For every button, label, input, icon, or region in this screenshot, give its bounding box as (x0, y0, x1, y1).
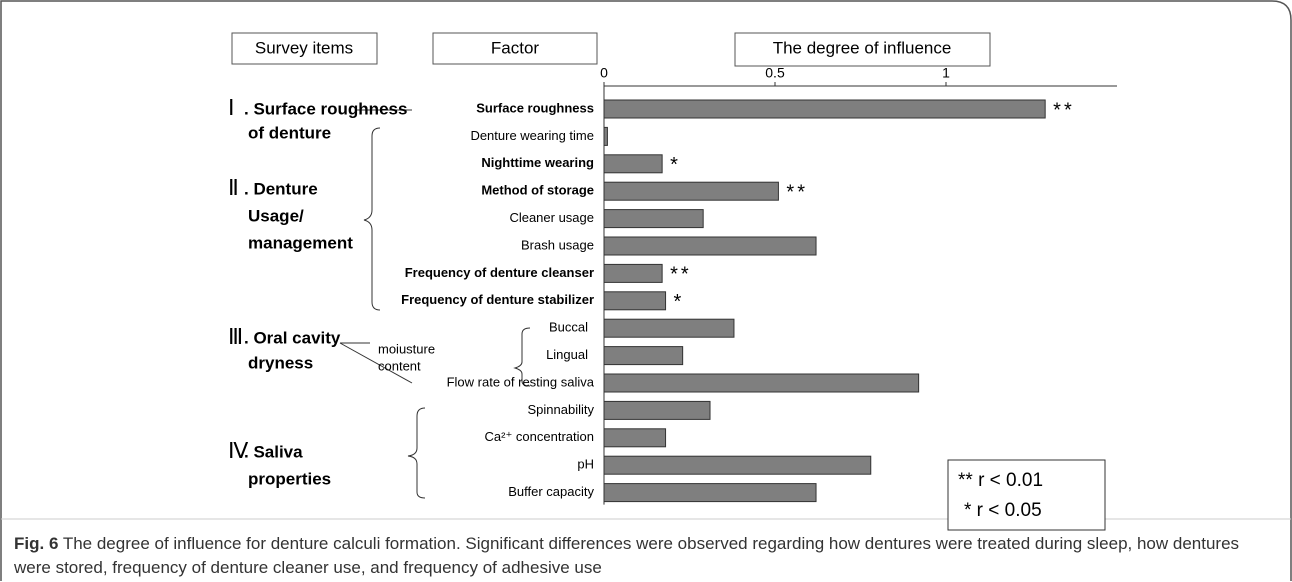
header: The degree of influence (773, 38, 952, 57)
bar (603, 181, 779, 201)
bar (603, 400, 711, 420)
x-tick-label: 0.5 (765, 65, 785, 81)
y-tick-label: pH (577, 457, 594, 472)
bar (603, 126, 608, 146)
y-tick-label: Surface roughness (476, 100, 594, 115)
bar (603, 428, 667, 448)
header-box (231, 32, 378, 65)
caption-text: The degree of influence for denture calc… (14, 534, 1240, 577)
group-label: . Saliva (244, 442, 303, 461)
x-tick-label: 1 (942, 65, 950, 81)
caption-label: Fig. 6 (14, 534, 59, 553)
x-tick-label: 0 (600, 65, 608, 81)
bar (603, 209, 704, 229)
subgroup-label: content (378, 358, 421, 373)
group-label: Usage/ (248, 206, 304, 225)
legend-entry: * r < 0.05 (964, 500, 1042, 521)
bar (603, 373, 920, 393)
group-numeral: Ⅳ (228, 438, 249, 463)
group-numeral: Ⅱ (228, 175, 239, 200)
significance-mark: ** (1053, 99, 1075, 121)
y-tick-label: Frequency of denture cleanser (405, 265, 594, 280)
brace (363, 127, 381, 311)
significance-mark: ** (670, 264, 692, 286)
group-label: management (248, 233, 353, 252)
bar (603, 483, 817, 503)
group-label: dryness (248, 353, 313, 372)
bar (603, 263, 663, 283)
bar (603, 455, 872, 475)
significance-mark: * (670, 154, 681, 176)
group-label: . Surface roughness (244, 99, 407, 118)
connector (339, 342, 413, 384)
y-tick-label: Spinnability (528, 402, 595, 417)
y-tick-label: Nighttime wearing (481, 155, 594, 170)
header: Factor (491, 38, 540, 57)
legend-entry: ** r < 0.01 (958, 470, 1043, 491)
significance-mark: * (674, 291, 685, 313)
y-tick-label: Buffer capacity (508, 484, 594, 499)
bar (603, 346, 684, 366)
subgroup-label: moiusture (378, 341, 435, 356)
y-tick-label: Ca²⁺ concentration (485, 429, 594, 444)
group-label: . Denture (244, 179, 318, 198)
header-box (432, 32, 598, 65)
header: Survey items (255, 38, 353, 57)
legend-box (947, 459, 1106, 531)
group-label: . Oral cavity (244, 328, 341, 347)
y-tick-label: Cleaner usage (509, 210, 594, 225)
brace (513, 327, 531, 387)
y-tick-label: Brash usage (521, 237, 594, 252)
caption: Fig. 6 The degree of influence for dentu… (14, 532, 1274, 580)
y-tick-label: Frequency of denture stabilizer (401, 292, 594, 307)
bar (603, 318, 735, 338)
y-tick-label: Buccal (549, 320, 588, 335)
group-numeral: Ⅲ (228, 324, 243, 349)
group-label: properties (248, 469, 331, 488)
y-tick-label: Denture wearing time (470, 128, 594, 143)
header-box (734, 32, 991, 67)
y-tick-label: Lingual (546, 347, 588, 362)
group-numeral: Ⅰ (228, 95, 235, 120)
bar (603, 99, 1046, 119)
y-tick-label: Flow rate of resting saliva (447, 374, 595, 389)
bar (603, 236, 817, 256)
group-label: of denture (248, 123, 331, 142)
bar (603, 291, 667, 311)
bar (603, 154, 663, 174)
brace (407, 407, 426, 499)
y-tick-label: Method of storage (481, 183, 594, 198)
significance-mark: ** (786, 181, 808, 203)
